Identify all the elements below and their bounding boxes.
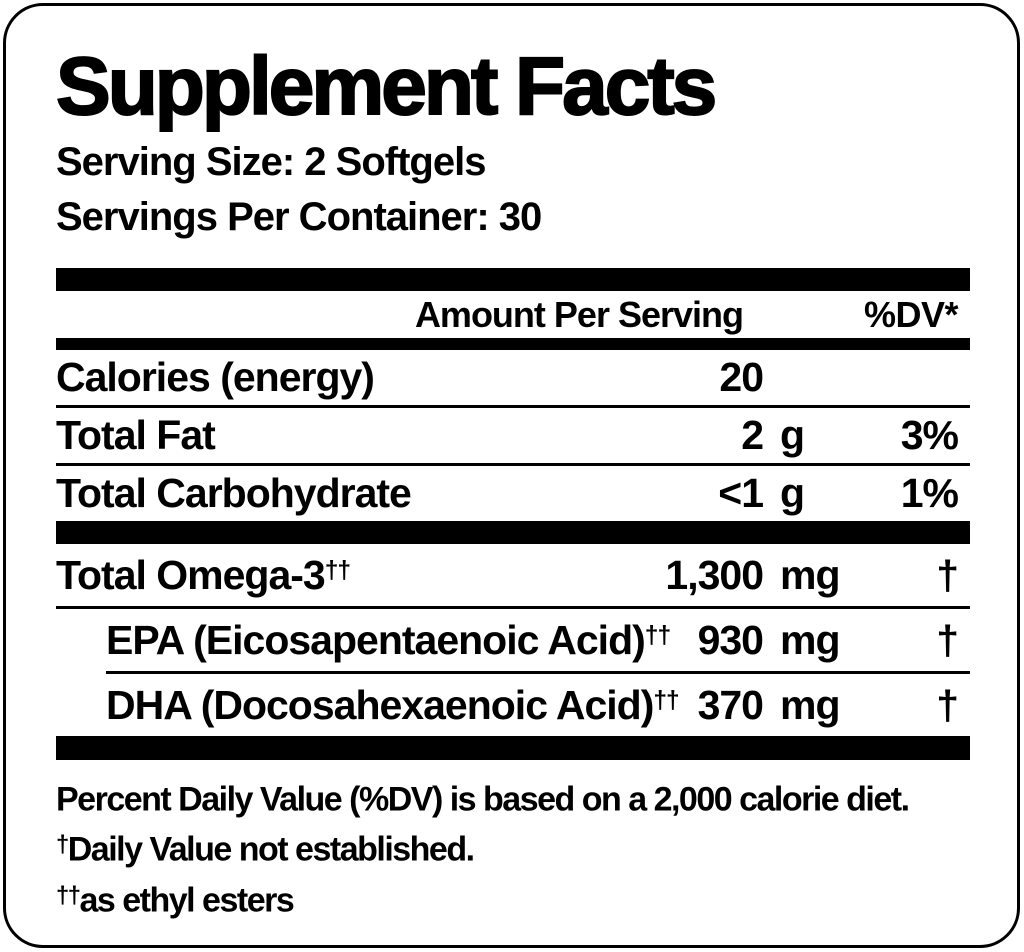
serving-size-line: Serving Size: 2 Softgels — [56, 140, 486, 184]
top-divider-bar — [56, 268, 970, 291]
nutrient-name-text: Total Fat — [56, 412, 216, 458]
row-calories: Calories (energy) 20 — [56, 350, 970, 405]
nutrient-dv: † — [936, 616, 959, 663]
row-epa: EPA (Eicosapentaenoic Acid)†† 930 mg † — [56, 609, 970, 671]
row-separator — [56, 606, 970, 609]
footnote-text: Percent Daily Value (%DV) is based on a … — [56, 780, 910, 819]
row-total-carbohydrate: Total Carbohydrate <1 g 1% — [56, 466, 970, 521]
footnote-marker: †† — [56, 881, 81, 909]
nutrient-unit: mg — [780, 551, 841, 598]
amount-per-serving-header: Amount Per Serving — [414, 293, 744, 335]
nutrient-name-text: DHA (Docosahexaenoic Acid) — [106, 681, 654, 728]
panel-title: Supplement Facts — [55, 41, 718, 132]
nutrient-amount: 370 — [697, 681, 764, 728]
nutrient-amount: 2 — [741, 412, 764, 458]
footnote-daily-value-basis: Percent Daily Value (%DV) is based on a … — [56, 772, 970, 822]
footnote-marker: † — [56, 831, 69, 859]
nutrient-sup: †† — [324, 556, 351, 584]
nutrient-dv: † — [936, 551, 959, 598]
row-separator — [56, 405, 970, 408]
nutrient-unit: mg — [780, 681, 841, 728]
row-total-omega-3: Total Omega-3†† 1,300 mg † — [56, 544, 970, 606]
nutrient-unit: g — [780, 412, 805, 458]
nutrient-dv: 3% — [900, 412, 959, 458]
column-headers-row: Amount Per Serving %DV* — [56, 291, 970, 338]
row-total-fat: Total Fat 2 g 3% — [56, 408, 970, 463]
section-divider-bar — [56, 521, 970, 544]
nutrient-dv: † — [936, 681, 959, 728]
nutrient-name-text: Calories (energy) — [56, 354, 375, 400]
nutrient-name: DHA (Docosahexaenoic Acid)†† — [56, 682, 680, 729]
row-separator — [56, 463, 970, 466]
panel-content: Supplement Facts Serving Size: 2 Softgel… — [55, 41, 970, 923]
nutrient-name: Total Carbohydrate — [56, 470, 643, 517]
nutrient-amount: 20 — [719, 354, 764, 400]
nutrient-name: Total Fat — [56, 412, 643, 459]
footnote-dv-not-established: †Daily Value not established. — [56, 822, 970, 872]
servings-per-container-line: Servings Per Container: 30 — [56, 195, 542, 239]
row-dha: DHA (Docosahexaenoic Acid)†† 370 mg † — [56, 674, 970, 736]
nutrient-unit: g — [780, 470, 805, 516]
nutrient-name-text: Total Carbohydrate — [56, 470, 412, 516]
nutrient-name: Calories (energy) — [56, 354, 643, 401]
percent-dv-header: %DV* — [863, 293, 959, 335]
header-divider-bar — [56, 338, 970, 350]
row-separator-indented — [106, 671, 970, 674]
nutrient-name-text: EPA (Eicosapentaenoic Acid) — [106, 616, 646, 663]
nutrient-amount: 930 — [697, 616, 764, 663]
footnote-text: as ethyl esters — [79, 880, 294, 919]
nutrient-amount: 1,300 — [665, 551, 764, 598]
nutrient-name: Total Omega-3†† — [56, 552, 643, 599]
nutrient-name-text: Total Omega-3 — [56, 551, 326, 598]
footnote-text: Daily Value not established. — [67, 830, 475, 869]
nutrient-name: EPA (Eicosapentaenoic Acid)†† — [56, 616, 671, 664]
bottom-divider-bar — [56, 736, 970, 760]
footnote-ethyl-esters: ††as ethyl esters — [56, 873, 970, 923]
nutrient-dv: 1% — [900, 470, 959, 516]
footnotes: Percent Daily Value (%DV) is based on a … — [56, 772, 970, 923]
nutrient-sup: †† — [653, 686, 679, 714]
nutrient-amount: <1 — [718, 470, 764, 516]
nutrient-unit: mg — [780, 616, 841, 663]
nutrient-sup: †† — [644, 621, 671, 649]
